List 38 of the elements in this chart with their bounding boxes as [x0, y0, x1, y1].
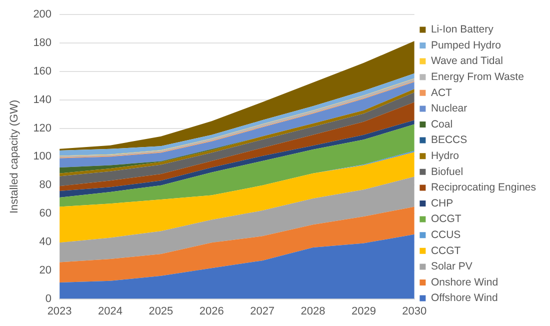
y-tick-label: 0: [45, 292, 52, 305]
y-axis-title: Installed capacity (GW): [8, 100, 21, 214]
x-tick-label: 2029: [351, 305, 376, 318]
legend-label: Hydro: [430, 150, 460, 162]
x-tick-label: 2024: [98, 305, 122, 318]
legend-label: Offshore Wind: [430, 292, 498, 304]
x-tick-label: 2026: [199, 305, 224, 318]
x-tick-label: 2025: [148, 305, 174, 318]
legend-label: Coal: [430, 118, 453, 130]
legend-label: Solar PV: [430, 260, 472, 273]
y-tick-label: 80: [39, 179, 52, 192]
legend-label: Biofuel: [430, 166, 464, 178]
y-tick-label: 60: [39, 208, 52, 220]
legend-label: Li-Ion Battery: [430, 24, 494, 36]
y-tick-label: 120: [33, 122, 52, 134]
legend-label: Energy From Waste: [430, 70, 524, 83]
x-tick-label: 2023: [47, 305, 72, 318]
y-tick-label: 160: [33, 65, 52, 78]
legend-label: BECCS: [430, 134, 468, 146]
y-tick-label: 20: [39, 264, 52, 276]
y-tick-label: 200: [33, 8, 52, 21]
legend-label: Reciprocating Engines: [430, 182, 536, 194]
y-tick-label: 140: [33, 94, 52, 106]
y-tick-label: 100: [33, 150, 52, 163]
legend-label: CHP: [430, 197, 454, 210]
legend-label: CCUS: [430, 228, 461, 241]
legend-label: ACT: [430, 86, 453, 99]
x-tick-label: 2030: [402, 305, 427, 318]
x-tick-label: 2027: [250, 305, 275, 318]
legend-label: Nuclear: [430, 102, 468, 115]
legend-label: Pumped Hydro: [430, 39, 502, 52]
legend-label: OCGT: [430, 213, 462, 226]
legend-label: CCGT: [430, 244, 462, 257]
legend-label: Wave and Tidal: [430, 55, 503, 68]
legend-label: Onshore Wind: [430, 276, 498, 288]
y-tick-label: 180: [33, 37, 52, 50]
x-tick-label: 2028: [300, 305, 326, 318]
y-tick-label: 40: [39, 236, 52, 248]
